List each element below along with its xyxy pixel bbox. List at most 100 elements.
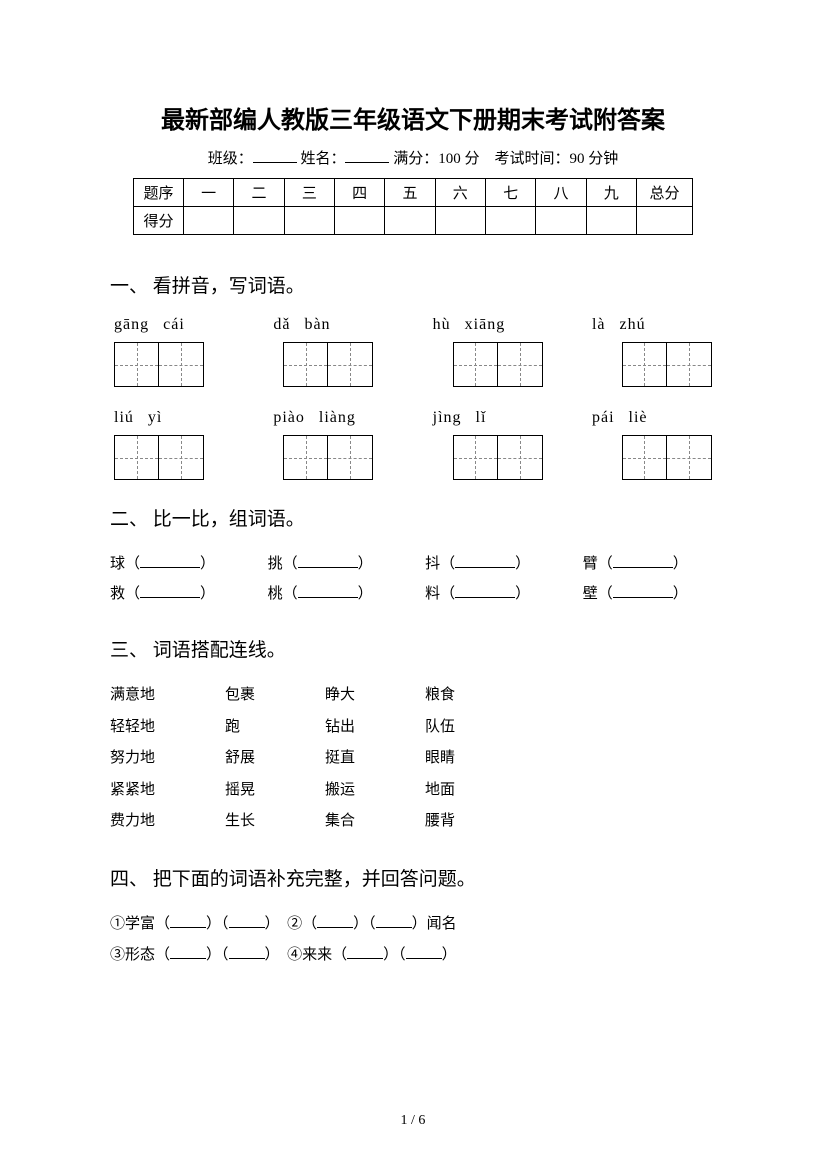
- match-col: 粮食 队伍 眼睛 地面 腰背: [425, 680, 455, 838]
- pinyin-group: hùxiāng: [433, 316, 553, 334]
- table-cell[interactable]: [485, 207, 535, 235]
- compare-item: 料（）: [425, 579, 558, 609]
- compare-row: 球（） 挑（） 抖（） 臂（）: [110, 549, 716, 579]
- idiom-part: ④来来: [287, 947, 332, 963]
- name-blank[interactable]: [345, 148, 389, 163]
- match-col: 睁大 钻出 挺直 搬运 集合: [325, 680, 355, 838]
- match-word: 摇晃: [225, 775, 255, 807]
- blank[interactable]: [229, 927, 265, 928]
- char: 桃: [268, 586, 283, 602]
- blank[interactable]: [613, 597, 673, 598]
- table-cell[interactable]: [234, 207, 284, 235]
- table-cell[interactable]: [385, 207, 435, 235]
- pinyin-group: liúyì: [114, 409, 234, 427]
- table-row: 题序 一 二 三 四 五 六 七 八 九 总分: [134, 179, 693, 207]
- char: 料: [425, 586, 440, 602]
- match-word: 腰背: [425, 806, 455, 838]
- char-box-pair[interactable]: [283, 435, 373, 480]
- char-box-pair[interactable]: [453, 435, 543, 480]
- blank[interactable]: [140, 597, 200, 598]
- idiom-part: ③形态: [110, 947, 155, 963]
- match-word: 队伍: [425, 712, 455, 744]
- char-box-pair[interactable]: [114, 342, 204, 387]
- pinyin: là: [592, 316, 606, 333]
- pinyin: liú: [114, 409, 134, 426]
- match-word: 舒展: [225, 743, 255, 775]
- match-word: 睁大: [325, 680, 355, 712]
- blank[interactable]: [455, 597, 515, 598]
- compare-item: 抖（）: [425, 549, 558, 579]
- blank[interactable]: [298, 597, 358, 598]
- compare-item: 挑（）: [268, 549, 401, 579]
- section-3-heading: 三、 词语搭配连线。: [110, 635, 716, 662]
- table-cell: 六: [435, 179, 485, 207]
- blank[interactable]: [170, 927, 206, 928]
- char: 球: [110, 556, 125, 572]
- blank[interactable]: [170, 958, 206, 959]
- char-box-pair[interactable]: [622, 435, 712, 480]
- pinyin-group: gāngcái: [114, 316, 234, 334]
- table-cell: 八: [536, 179, 586, 207]
- blank[interactable]: [317, 927, 353, 928]
- table-cell: 四: [334, 179, 384, 207]
- section-4-heading: 四、 把下面的词语补充完整，并回答问题。: [110, 864, 716, 891]
- table-cell[interactable]: [536, 207, 586, 235]
- blank[interactable]: [455, 567, 515, 568]
- compare-item: 桃（）: [268, 579, 401, 609]
- char-box-pair[interactable]: [622, 342, 712, 387]
- compare-row: 救（） 桃（） 料（） 壁（）: [110, 579, 716, 609]
- idiom-part: ①学富: [110, 916, 155, 932]
- table-cell[interactable]: [284, 207, 334, 235]
- char-boxes-row: [110, 435, 716, 480]
- blank[interactable]: [347, 958, 383, 959]
- page-number: 1 / 6: [0, 1113, 826, 1129]
- table-row: 得分: [134, 207, 693, 235]
- table-cell[interactable]: [334, 207, 384, 235]
- table-cell: 题序: [134, 179, 184, 207]
- char-boxes-row: [110, 342, 716, 387]
- compare-block: 球（） 挑（） 抖（） 臂（） 救（） 桃（） 料（） 壁（）: [110, 549, 716, 609]
- table-cell[interactable]: [435, 207, 485, 235]
- table-cell: 一: [184, 179, 234, 207]
- class-blank[interactable]: [253, 148, 297, 163]
- match-col: 包裹 跑 舒展 摇晃 生长: [225, 680, 255, 838]
- pinyin-group: dǎbàn: [273, 316, 393, 334]
- pinyin: pái: [592, 409, 615, 426]
- section-2-heading: 二、 比一比，组词语。: [110, 504, 716, 531]
- class-label: 班级：: [208, 151, 253, 167]
- char-box-pair[interactable]: [114, 435, 204, 480]
- table-cell[interactable]: [586, 207, 636, 235]
- char: 臂: [583, 556, 598, 572]
- compare-item: 球（）: [110, 549, 243, 579]
- table-cell[interactable]: [184, 207, 234, 235]
- blank[interactable]: [229, 958, 265, 959]
- match-word: 包裹: [225, 680, 255, 712]
- blank[interactable]: [298, 567, 358, 568]
- char: 壁: [583, 586, 598, 602]
- match-word: 地面: [425, 775, 455, 807]
- idiom-part: 闻名: [427, 916, 457, 932]
- table-cell[interactable]: [637, 207, 693, 235]
- blank[interactable]: [140, 567, 200, 568]
- pinyin-group: làzhú: [592, 316, 712, 334]
- table-cell: 九: [586, 179, 636, 207]
- blank[interactable]: [406, 958, 442, 959]
- match-word: 努力地: [110, 743, 155, 775]
- match-block: 满意地 轻轻地 努力地 紧紧地 费力地 包裹 跑 舒展 摇晃 生长 睁大 钻出 …: [110, 680, 716, 838]
- pinyin: liè: [629, 409, 648, 426]
- match-word: 生长: [225, 806, 255, 838]
- section-1-heading: 一、 看拼音，写词语。: [110, 271, 716, 298]
- blank[interactable]: [376, 927, 412, 928]
- pinyin-row: liúyì piàoliàng jìnglǐ páiliè: [110, 409, 716, 427]
- score-table: 题序 一 二 三 四 五 六 七 八 九 总分 得分: [133, 178, 693, 235]
- match-word: 挺直: [325, 743, 355, 775]
- pinyin-group: jìnglǐ: [433, 409, 553, 427]
- match-word: 紧紧地: [110, 775, 155, 807]
- blank[interactable]: [613, 567, 673, 568]
- pinyin: bàn: [304, 316, 330, 333]
- char-box-pair[interactable]: [453, 342, 543, 387]
- compare-item: 臂（）: [583, 549, 716, 579]
- char-box-pair[interactable]: [283, 342, 373, 387]
- pinyin-group: piàoliàng: [273, 409, 393, 427]
- table-cell: 三: [284, 179, 334, 207]
